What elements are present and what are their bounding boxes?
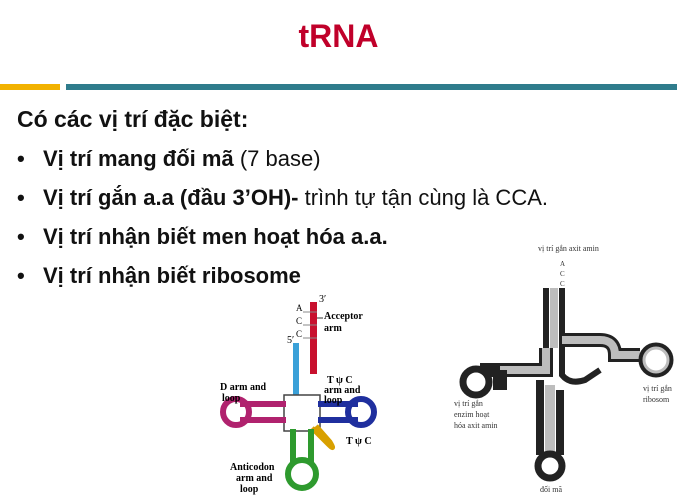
anticodon-arm (285, 429, 319, 491)
five-prime-strand (293, 343, 299, 408)
bullet-dot-icon: • (17, 263, 25, 288)
bullet-item: • Vị trí gắn a.a (đầu 3’OH)- trình tự tận… (17, 183, 548, 222)
title-underline-accent (0, 84, 60, 90)
t-arm-label-3: loop (324, 395, 343, 406)
right-left-label: vị trí gắn (454, 399, 483, 408)
variable-loop (310, 424, 336, 450)
d-arm-label: D arm and (220, 382, 267, 393)
page-title: tRNA (298, 18, 379, 54)
right-right-label-2: ribosom (643, 395, 670, 404)
d-arm-label-2: loop (222, 393, 241, 404)
bullet-dot-icon: • (17, 185, 25, 210)
right-bottom-label: đối mã (540, 485, 562, 494)
base-c1: C (296, 316, 302, 326)
bullet-dot-icon: • (17, 146, 25, 171)
right-left-label-3: hóa axit amin (454, 421, 498, 430)
right-top-label: vị trí gắn axit amin (538, 244, 599, 253)
base-a: A (296, 303, 303, 313)
base-c2: C (296, 329, 302, 339)
anticodon-label: Anticodon (230, 462, 275, 473)
t-arm (318, 396, 377, 428)
acceptor-label-2: arm (324, 323, 342, 334)
intro-heading: Có các vị trí đặc biệt: (17, 106, 249, 132)
title-underline (66, 84, 677, 90)
t-arm-label-2: arm and (324, 385, 361, 396)
five-prime-label: 5′ (287, 335, 294, 346)
anticodon-label-3: loop (240, 484, 259, 495)
acceptor-label: Acceptor (324, 311, 363, 322)
right-left-label-2: enzim hoạt (454, 410, 490, 419)
right-base-c1: C (560, 270, 565, 278)
bullet-dot-icon: • (17, 224, 25, 249)
bullet-item: • Vị trí nhận biết ribosome (17, 261, 548, 300)
bullet-item: • Vị trí nhận biết men hoạt hóa a.a. (17, 222, 548, 261)
t-arm-label: T ψ C (327, 375, 353, 386)
acceptor-stem (303, 302, 317, 374)
three-prime-label: 3′ (319, 294, 326, 305)
left-cloverleaf-diagram: 3′ 5′ A C C Acceptor arm D arm and loop … (200, 294, 390, 496)
anticodon-label-2: arm and (236, 473, 273, 484)
bullet-item: • Vị trí mang đối mã (7 base) (17, 144, 548, 183)
d-arm (220, 396, 286, 428)
right-cloverleaf-diagram: vị trí gắn axit amin A C C vị trí gắn en… (454, 244, 674, 494)
right-base-a: A (560, 260, 565, 268)
right-right-label: vị trí gắn (643, 384, 672, 393)
bullet-list: • Vị trí mang đối mã (7 base) • Vị trí gắn… (17, 144, 548, 300)
t-psi-label: T ψ C (346, 436, 372, 447)
right-base-c2: C (560, 280, 565, 288)
